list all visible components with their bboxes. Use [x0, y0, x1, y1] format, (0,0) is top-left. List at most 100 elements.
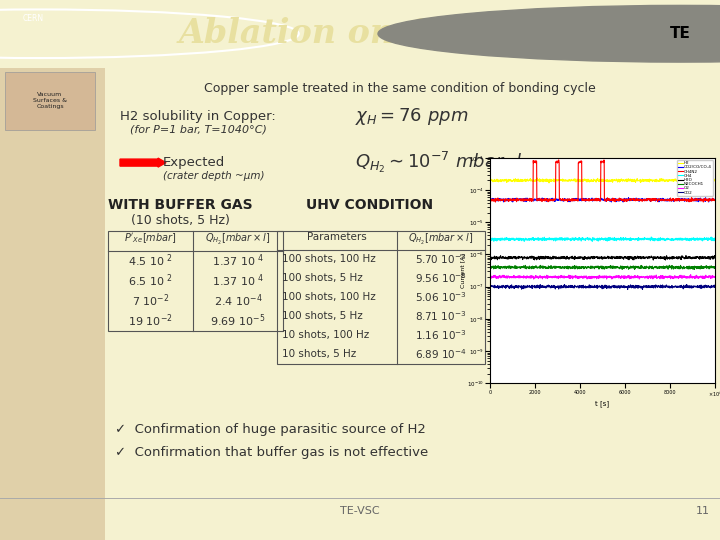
CH4N2	[665, 197, 674, 203]
H2	[508, 177, 517, 184]
N2COCH1	[508, 264, 517, 271]
Text: $7\ 10^{-2}$: $7\ 10^{-2}$	[132, 293, 169, 309]
H2O	[585, 255, 593, 262]
CH4	[588, 238, 597, 245]
Text: 11: 11	[696, 506, 710, 516]
Text: 100 shots, 5 Hz: 100 shots, 5 Hz	[282, 273, 363, 283]
N2COCH1	[665, 262, 674, 268]
Text: 10 shots, 100 Hz: 10 shots, 100 Hz	[282, 330, 369, 340]
Text: $1.37\ 10^{\ 4}$: $1.37\ 10^{\ 4}$	[212, 272, 264, 289]
H2	[641, 177, 649, 183]
Text: $9.69\ 10^{-5}$: $9.69\ 10^{-5}$	[210, 313, 266, 329]
CH4N2	[491, 199, 500, 205]
CO2	[711, 282, 719, 288]
H2O	[661, 257, 670, 264]
CO2/CO/CO-4	[711, 197, 719, 204]
H2O	[710, 252, 719, 259]
Text: CERN: CERN	[23, 15, 44, 23]
X-axis label: t [s]: t [s]	[595, 400, 610, 407]
CO2/CO/CO-4	[486, 195, 495, 202]
Text: Copper sample treated in the same condition of bonding cycle: Copper sample treated in the same condit…	[204, 82, 596, 94]
CO2/CO/CO-4	[665, 196, 674, 202]
Text: ✓  Confirmation that buffer gas is not effective: ✓ Confirmation that buffer gas is not ef…	[115, 446, 428, 459]
CH4N2	[662, 197, 670, 204]
Text: $8.71\ 10^{-3}$: $8.71\ 10^{-3}$	[415, 309, 467, 323]
CH4N2	[711, 197, 719, 203]
CO2/CO/CO-4	[704, 199, 713, 205]
CH4N2	[509, 196, 518, 202]
N2COCH1	[665, 264, 674, 270]
H2	[545, 180, 554, 186]
Line: N2COCH1: N2COCH1	[490, 265, 715, 269]
CO2	[577, 282, 585, 289]
H2O	[640, 255, 649, 261]
Y-axis label: Current [A]: Current [A]	[460, 253, 465, 288]
Text: $Q_{H_2}[mbar \times l]$: $Q_{H_2}[mbar \times l]$	[408, 232, 474, 247]
Line: CH4: CH4	[490, 237, 715, 241]
CH4	[662, 236, 670, 242]
Text: Vacuum
Surfaces &
Coatings: Vacuum Surfaces & Coatings	[33, 92, 67, 109]
Bar	[5, 71, 95, 130]
Text: TE: TE	[670, 26, 690, 41]
Line: H2O: H2O	[490, 255, 715, 260]
Text: UHV CONDITION: UHV CONDITION	[307, 198, 433, 212]
Text: $19\ 10^{-2}$: $19\ 10^{-2}$	[128, 313, 173, 329]
CH4N2	[486, 197, 495, 204]
Line: CO2: CO2	[490, 285, 715, 289]
Text: 100 shots, 5 Hz: 100 shots, 5 Hz	[282, 311, 363, 321]
CH4	[585, 236, 593, 242]
Text: Parameters: Parameters	[307, 232, 367, 242]
N2COCH1	[640, 263, 649, 269]
H2	[533, 174, 541, 181]
Text: Ablation on Copper: Ablation on Copper	[179, 17, 541, 50]
H2	[662, 178, 670, 185]
Text: TE-VSC: TE-VSC	[340, 506, 380, 516]
N2COCH1	[585, 265, 593, 271]
Bar	[108, 231, 283, 331]
Line: O2: O2	[490, 275, 715, 279]
N2COCH1	[577, 265, 585, 271]
Text: (10 shots, 5 Hz): (10 shots, 5 Hz)	[130, 214, 230, 227]
O2	[508, 274, 517, 281]
Text: 10 shots, 5 Hz: 10 shots, 5 Hz	[282, 349, 356, 359]
CH4	[647, 234, 656, 240]
CH4N2	[554, 157, 563, 163]
N2COCH1	[711, 265, 719, 272]
CO2	[585, 281, 594, 288]
Text: $2.4\ 10^{-4}$: $2.4\ 10^{-4}$	[214, 293, 262, 309]
CO2	[486, 283, 495, 289]
N2COCH1	[661, 264, 670, 270]
H2O	[508, 253, 517, 260]
Text: H2 solubility in Copper:: H2 solubility in Copper:	[120, 110, 276, 123]
H2O	[577, 254, 585, 261]
FancyArrow shape	[120, 158, 166, 167]
Text: $5.70\ 10^{-3}$: $5.70\ 10^{-3}$	[415, 252, 467, 266]
CO2	[536, 281, 544, 288]
Text: $5.06\ 10^{-3}$: $5.06\ 10^{-3}$	[415, 291, 467, 304]
CH4	[577, 235, 585, 242]
Line: CH4N2: CH4N2	[490, 160, 715, 202]
H2	[585, 179, 594, 185]
Line: H2: H2	[490, 178, 715, 183]
Text: $6.5\ 10^{\ 2}$: $6.5\ 10^{\ 2}$	[128, 272, 173, 289]
CH4N2	[585, 198, 594, 204]
Text: WITH BUFFER GAS: WITH BUFFER GAS	[108, 198, 252, 212]
O2	[529, 276, 538, 282]
CH4	[486, 237, 495, 244]
Text: (crater depth ~μm): (crater depth ~μm)	[163, 171, 264, 180]
Text: ✓  Confirmation of huge parasitic source of H2: ✓ Confirmation of huge parasitic source …	[115, 423, 426, 436]
O2	[585, 274, 594, 280]
O2	[686, 272, 695, 278]
Text: 100 shots, 100 Hz: 100 shots, 100 Hz	[282, 292, 376, 302]
Text: $\chi_H = 76\ ppm$: $\chi_H = 76\ ppm$	[355, 105, 469, 126]
Text: (for P=1 bar, T=1040°C): (for P=1 bar, T=1040°C)	[130, 125, 267, 134]
O2	[662, 273, 670, 279]
H2O	[662, 254, 670, 261]
O2	[640, 274, 649, 281]
Legend: H2, CO2/CO/CO-4, CH4N2, CH4, H2O, N2COCH1, O2, CO2: H2, CO2/CO/CO-4, CH4N2, CH4, H2O, N2COCH…	[677, 160, 713, 196]
CO2	[508, 284, 517, 290]
CO2	[662, 283, 670, 289]
CO2	[624, 286, 632, 293]
CH4N2	[641, 196, 649, 202]
H2O	[711, 255, 719, 261]
